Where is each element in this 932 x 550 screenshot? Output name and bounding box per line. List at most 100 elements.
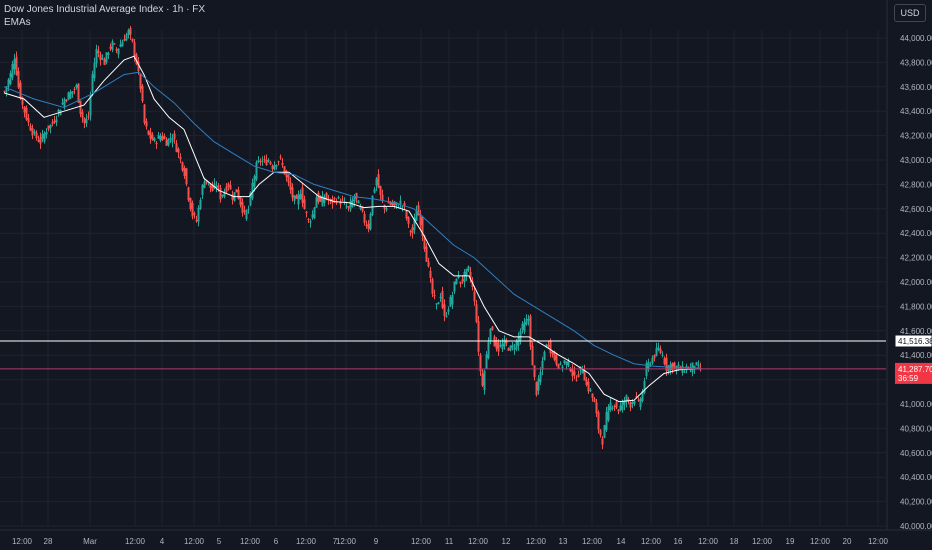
candle-body <box>237 189 240 199</box>
candle-body <box>249 192 252 206</box>
candle-body <box>235 189 238 193</box>
x-tick-label: 12:00 <box>336 537 357 546</box>
candle-body <box>255 162 258 180</box>
candle-body <box>217 185 220 188</box>
candle-body <box>45 131 48 135</box>
candle-body <box>581 370 584 374</box>
candle-body <box>587 381 590 392</box>
candle-body <box>51 122 54 124</box>
candle-body <box>333 197 336 199</box>
candle-body <box>253 176 256 187</box>
candle-body <box>179 156 182 160</box>
candle-body <box>111 41 114 50</box>
candle-body <box>697 364 700 367</box>
candle-body <box>137 61 140 72</box>
candle-body <box>241 202 244 213</box>
x-tick-label: 16 <box>674 537 683 546</box>
candle-body <box>427 261 430 267</box>
candle-body <box>373 189 376 193</box>
candle-body <box>215 186 218 189</box>
candle-body <box>177 148 180 153</box>
y-tick-label: 44,000.00 <box>900 34 932 43</box>
y-tick-label: 42,600.00 <box>900 205 932 214</box>
candle-body <box>631 402 634 404</box>
candle-body <box>291 187 294 198</box>
candle-body <box>473 291 476 302</box>
candle-body <box>425 246 428 262</box>
candle-body <box>275 164 278 167</box>
candle-body <box>359 206 362 209</box>
candle-body <box>297 194 300 205</box>
candle-body <box>515 341 518 350</box>
candle-body <box>295 195 298 199</box>
candle-body <box>521 323 524 330</box>
candle-body <box>163 136 166 139</box>
x-tick-label: 12:00 <box>125 537 146 546</box>
candle-body <box>15 56 18 75</box>
x-tick-label: 11 <box>445 537 454 546</box>
candle-body <box>105 52 108 63</box>
candle-body <box>619 405 622 411</box>
candle-body <box>485 354 488 369</box>
candle-body <box>379 185 382 195</box>
y-tick-label: 43,200.00 <box>900 132 932 141</box>
candle-body <box>127 29 130 36</box>
candle-body <box>219 187 222 200</box>
candle-body <box>385 208 388 211</box>
candle-body <box>523 322 526 332</box>
x-tick-label: 9 <box>374 537 379 546</box>
candle-body <box>487 341 490 358</box>
candle-body <box>575 379 578 381</box>
currency-button[interactable]: USD <box>894 4 926 22</box>
x-tick-label: 12:00 <box>698 537 719 546</box>
candle-body <box>599 429 602 436</box>
y-tick-label: 43,800.00 <box>900 58 932 67</box>
y-tick-label: 43,000.00 <box>900 156 932 165</box>
x-tick-label: 12:00 <box>810 537 831 546</box>
candle-body <box>615 402 618 408</box>
candle-body <box>271 165 274 170</box>
candle-body <box>479 354 482 372</box>
candle-body <box>289 182 292 190</box>
candle-body <box>585 379 588 386</box>
candle-body <box>455 278 458 285</box>
y-tick-label: 41,800.00 <box>900 302 932 311</box>
candle-body <box>89 95 92 116</box>
candle-body <box>223 191 226 198</box>
indicator-label[interactable]: EMAs <box>4 17 31 28</box>
candle-body <box>21 97 24 105</box>
candle-body <box>617 409 620 412</box>
candle-body <box>183 168 186 176</box>
candle-body <box>31 128 34 136</box>
last-price-label: 41,287.70 <box>898 365 932 374</box>
candle-body <box>221 194 224 196</box>
candle-body <box>381 194 384 202</box>
candle-body <box>279 156 282 158</box>
candle-body <box>57 109 60 113</box>
candle-body <box>49 124 52 128</box>
candle-body <box>93 62 96 79</box>
candle-body <box>623 401 626 405</box>
candle-body <box>611 407 614 409</box>
candle-body <box>173 133 176 139</box>
candle-body <box>329 199 332 201</box>
candle-body <box>483 370 486 390</box>
y-tick-label: 41,000.00 <box>900 400 932 409</box>
level-price-tag <box>894 334 932 348</box>
x-tick-label: 20 <box>843 537 852 546</box>
candle-body <box>659 348 662 354</box>
candle-body <box>509 345 512 351</box>
candle-body <box>363 213 366 223</box>
y-tick-label: 40,000.00 <box>900 522 932 531</box>
candle-body <box>371 195 374 215</box>
candle-body <box>433 294 436 297</box>
candle-body <box>435 303 438 305</box>
candle-body <box>71 91 74 94</box>
candle-body <box>157 134 160 139</box>
candle-body <box>663 358 666 365</box>
candle-body <box>113 43 116 45</box>
candle-body <box>589 389 592 391</box>
candle-body <box>319 196 322 202</box>
candle-body <box>403 202 406 206</box>
